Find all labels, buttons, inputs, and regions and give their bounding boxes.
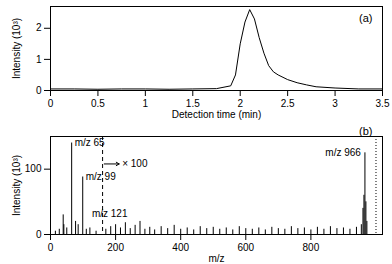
- svg-text:Intensity (10³): Intensity (10³): [11, 18, 22, 79]
- svg-text:m/z 65: m/z 65: [75, 137, 105, 148]
- svg-text:m/z 966: m/z 966: [325, 147, 361, 158]
- svg-text:200: 200: [107, 242, 124, 253]
- svg-text:1: 1: [36, 54, 42, 65]
- svg-text:0: 0: [36, 229, 42, 240]
- svg-text:(a): (a): [359, 12, 372, 24]
- svg-text:m/z: m/z: [208, 253, 224, 264]
- svg-text:800: 800: [303, 242, 320, 253]
- svg-text:m/z 121: m/z 121: [92, 208, 128, 219]
- svg-text:m/z 99: m/z 99: [86, 171, 116, 182]
- svg-text:3.5: 3.5: [376, 98, 390, 109]
- svg-text:100: 100: [25, 163, 42, 174]
- svg-text:0.5: 0.5: [91, 98, 105, 109]
- svg-text:400: 400: [172, 242, 189, 253]
- svg-text:1: 1: [143, 98, 149, 109]
- svg-text:(b): (b): [359, 125, 372, 137]
- svg-text:0: 0: [36, 85, 42, 96]
- svg-text:1.5: 1.5: [186, 98, 200, 109]
- svg-text:0: 0: [48, 98, 54, 109]
- svg-text:2.5: 2.5: [281, 98, 295, 109]
- svg-text:2: 2: [237, 98, 243, 109]
- svg-text:3: 3: [332, 98, 338, 109]
- svg-text:Detection time (min): Detection time (min): [172, 109, 261, 120]
- svg-text:Intensity (10³): Intensity (10³): [11, 155, 22, 216]
- svg-text:0: 0: [48, 242, 54, 253]
- svg-text:600: 600: [237, 242, 254, 253]
- svg-text:× 100: × 100: [122, 158, 148, 169]
- svg-text:2: 2: [36, 22, 42, 33]
